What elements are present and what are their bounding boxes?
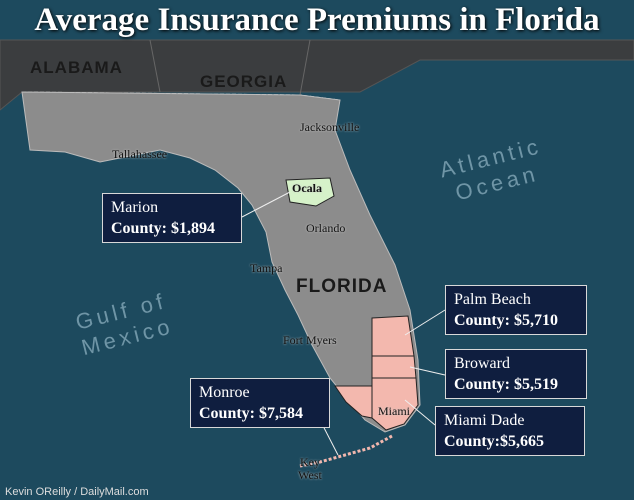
callout: Monroe County: $7,584 (190, 378, 330, 428)
pointer (241, 191, 291, 218)
callout: Miami Dade County:$5,665 (435, 406, 585, 456)
city-label: Miami (378, 404, 410, 418)
county-premium: County: $5,519 (454, 376, 559, 393)
county-name: Miami Dade (444, 412, 525, 429)
state-label: ALABAMA (30, 58, 123, 77)
county-name: Broward (454, 355, 510, 372)
county-premium: County: $5,710 (454, 312, 559, 329)
callout: Marion County: $1,894 (102, 193, 242, 243)
county-palm-beach (371, 315, 415, 357)
neighbor-states (0, 39, 634, 111)
county-marion (285, 177, 335, 207)
county-name: Monroe (199, 384, 250, 401)
city-label: Ocala (292, 181, 322, 195)
keys (299, 434, 393, 468)
city-label: Key West (298, 455, 322, 482)
county-name: Palm Beach (454, 291, 531, 308)
florida (21, 91, 421, 433)
city-label: Fort Myers (283, 333, 337, 347)
city-label: Tampa (250, 261, 283, 275)
pointer (409, 366, 446, 376)
city-label: Tallahassee (112, 147, 168, 161)
county-border (149, 39, 311, 96)
pointer (404, 399, 436, 426)
county-premium: County: $7,584 (199, 405, 304, 422)
county-premium: County: $1,894 (111, 220, 216, 237)
county-premium: County:$5,665 (444, 433, 545, 450)
pointer (404, 309, 446, 336)
county-broward (371, 355, 417, 379)
county-name: Marion (111, 199, 159, 216)
state-label: FLORIDA (296, 276, 388, 297)
callout: Palm Beach County: $5,710 (445, 285, 587, 335)
callout: Broward County: $5,519 (445, 349, 587, 399)
credit: Kevin OReilly / DailyMail.com (5, 486, 149, 498)
city-label: Jacksonville (300, 120, 360, 134)
state-label: GEORGIA (200, 72, 288, 91)
city-label: Orlando (306, 221, 346, 235)
county-monroe (334, 385, 373, 419)
title: Average Insurance Premiums in Florida (34, 2, 600, 38)
